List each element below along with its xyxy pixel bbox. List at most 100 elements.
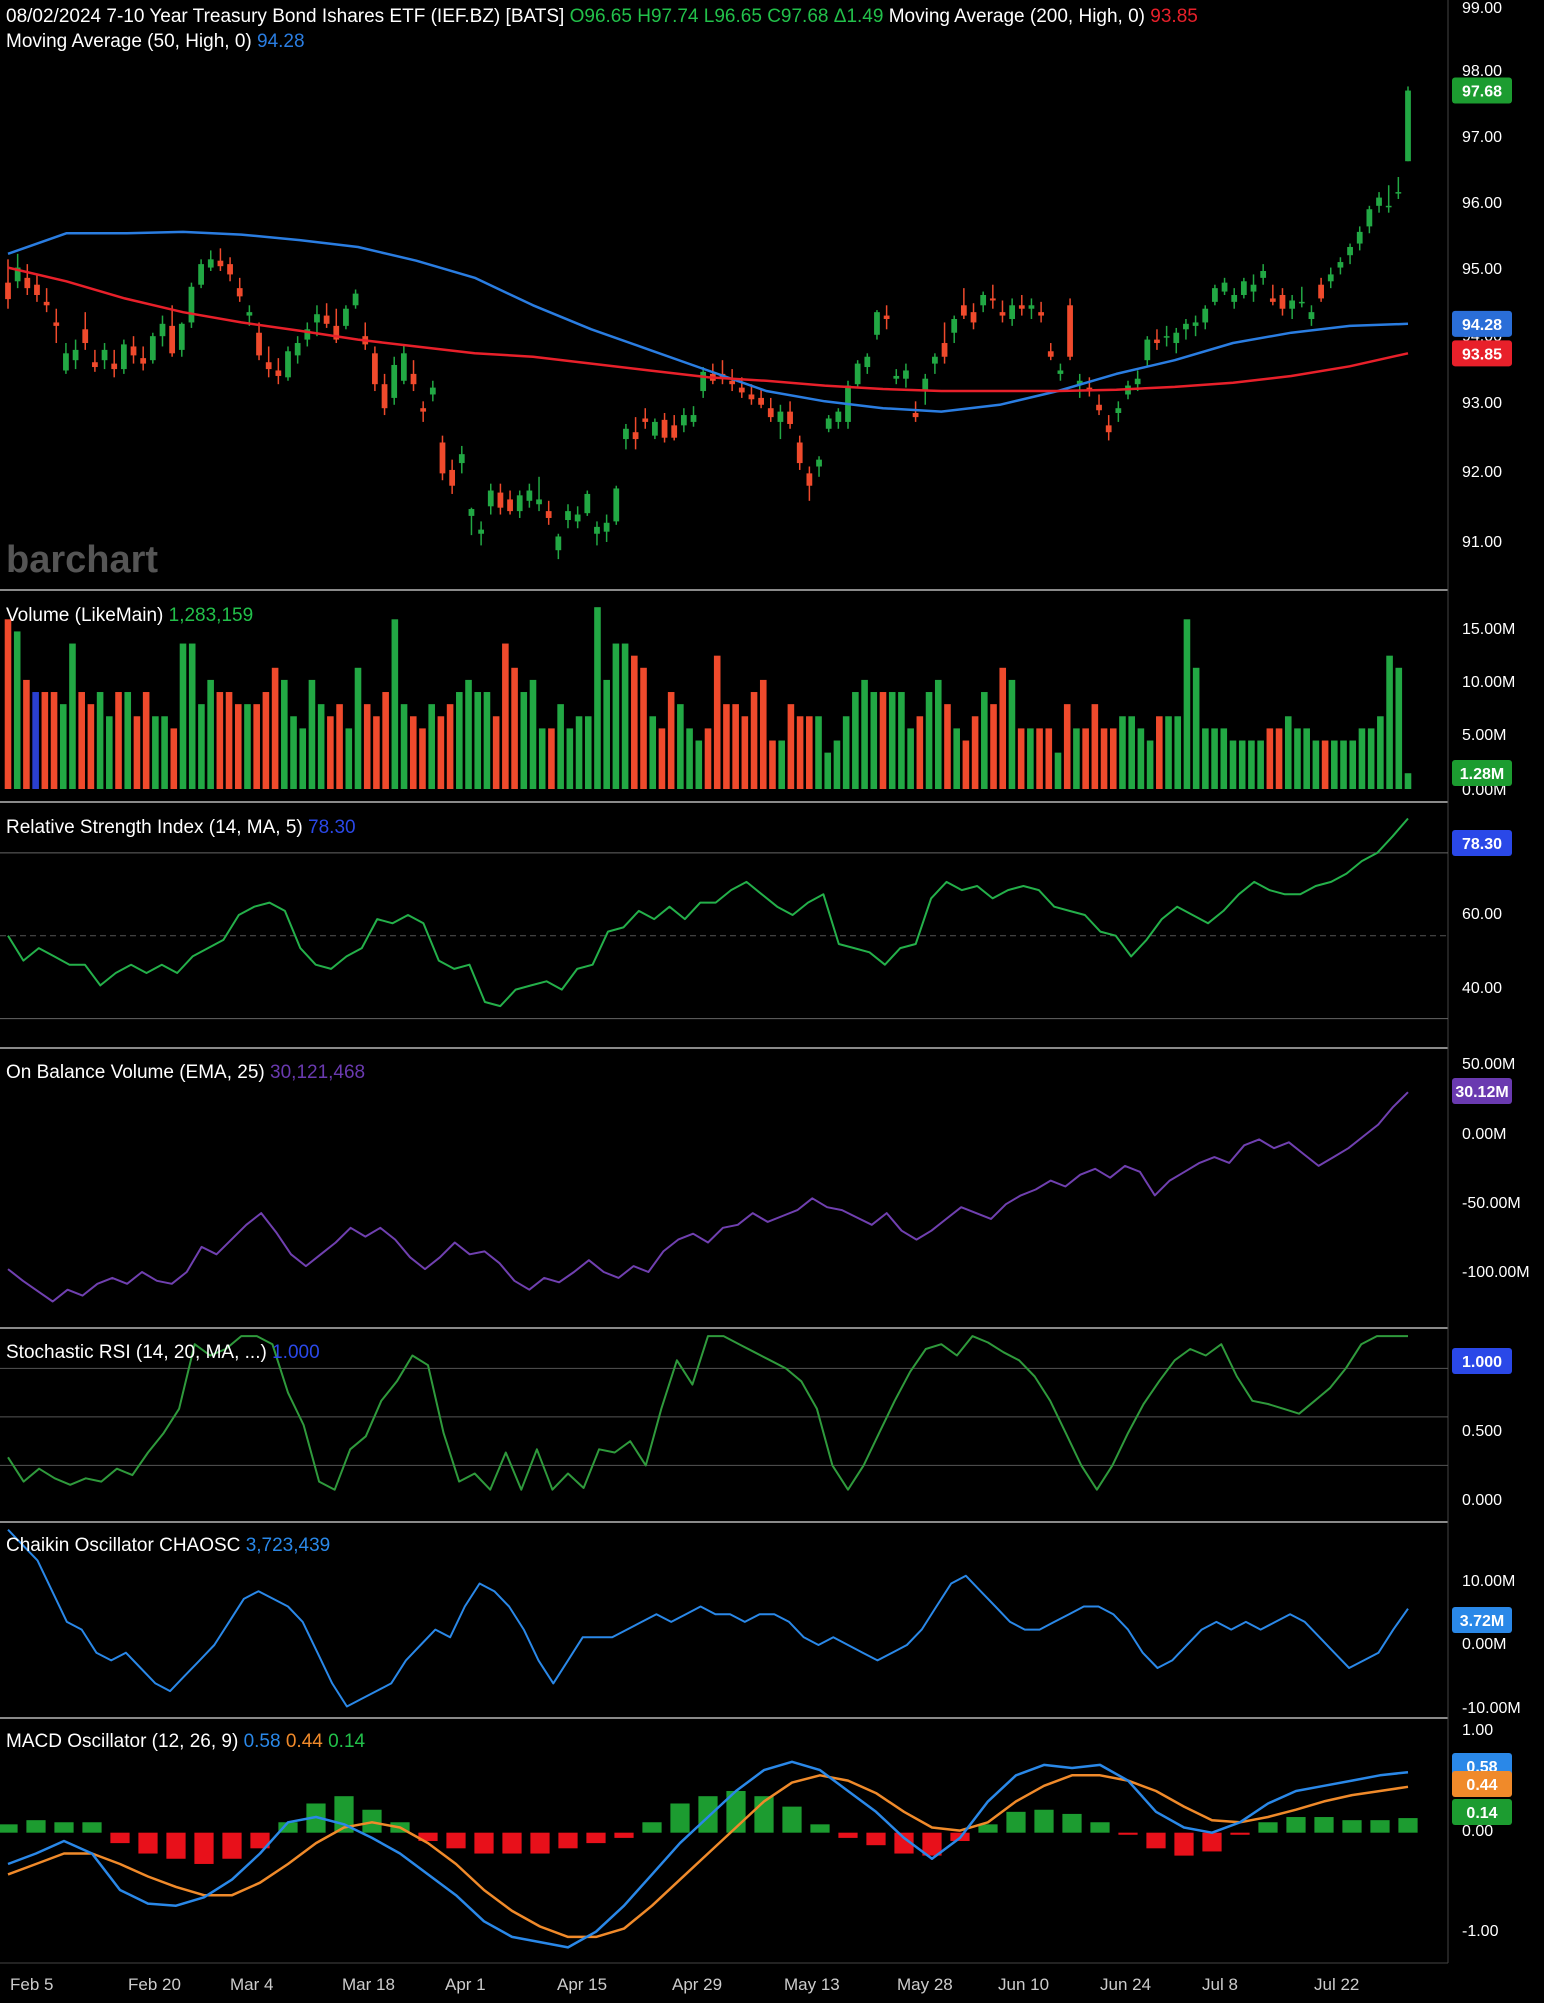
candle-body — [623, 428, 629, 440]
macd-histogram-bar — [838, 1832, 858, 1838]
x-axis-label: Feb 5 — [10, 1975, 53, 1994]
volume-bar — [225, 692, 233, 789]
volume-bar — [1229, 740, 1237, 789]
macd-histogram-bar — [110, 1832, 130, 1844]
volume-bar — [1386, 655, 1393, 789]
volume-bar — [1017, 728, 1025, 789]
volume-bar — [584, 716, 592, 789]
macd-histogram-bar — [502, 1832, 522, 1854]
candle-body — [14, 267, 21, 282]
candle-body — [410, 373, 417, 385]
x-axis-label: Jul 8 — [1202, 1975, 1238, 1994]
volume-bar — [815, 716, 822, 789]
stoch-tick-label: 0.000 — [1462, 1492, 1502, 1509]
candle-body — [1385, 205, 1392, 208]
candle-body — [729, 380, 736, 385]
volume-bar — [824, 752, 832, 789]
volume-bar — [161, 716, 168, 789]
volume-bar — [207, 679, 214, 789]
obv-panel-title: On Balance Volume (EMA, 25) 30,121,468 — [6, 1062, 365, 1083]
volume-bar — [1220, 728, 1228, 789]
volume-bar — [971, 716, 979, 789]
candle-body — [449, 469, 456, 486]
candle-body — [323, 315, 330, 324]
macd-panel-title: MACD Oscillator (12, 26, 9) 0.58 0.44 0.… — [6, 1731, 366, 1752]
candle-body — [642, 418, 649, 422]
volume-bar — [1119, 716, 1126, 789]
volume-bar — [179, 643, 187, 789]
volume-bar — [456, 692, 463, 789]
macd-histogram-bar — [642, 1822, 662, 1833]
macd-histogram-bar — [1230, 1832, 1250, 1835]
macd-histogram-bar — [1034, 1809, 1054, 1833]
volume-bar — [962, 740, 970, 789]
candle-body — [343, 308, 349, 326]
macd-histogram-bar — [26, 1820, 46, 1833]
volume-bar — [842, 716, 850, 789]
chaikin-line — [7, 1529, 1409, 1708]
candle-body — [632, 432, 639, 440]
volume-bar — [1156, 716, 1163, 789]
volume-bar — [1211, 728, 1218, 789]
candle-body — [516, 495, 523, 512]
macd-histogram-bar — [1174, 1832, 1194, 1856]
x-axis-label: May 13 — [784, 1975, 840, 1994]
volume-tick-label: 15.00M — [1462, 621, 1515, 638]
candle-body — [874, 312, 880, 335]
x-axis-label: Jun 24 — [1100, 1975, 1151, 1994]
volume-bar — [492, 716, 500, 789]
candle-body — [246, 312, 253, 316]
volume-bar — [373, 716, 380, 789]
x-axis-label: Apr 1 — [445, 1975, 486, 1994]
volume-bar — [271, 667, 279, 789]
volume-bar — [327, 716, 334, 789]
volume-bar — [557, 704, 564, 789]
volume-bar — [677, 704, 684, 789]
volume-bar — [13, 631, 21, 789]
candle-body — [178, 323, 185, 350]
candle-body — [661, 419, 668, 438]
volume-bar — [115, 692, 122, 789]
volume-bar — [188, 643, 196, 789]
macd-hist-badge-bg — [1452, 1799, 1512, 1825]
macd-histogram-bar — [1342, 1820, 1362, 1833]
candle-body — [545, 511, 552, 518]
macd-histogram-bar — [1062, 1813, 1082, 1833]
volume-bar — [667, 692, 675, 789]
volume-bar — [944, 704, 951, 789]
volume-bar — [640, 667, 647, 789]
candle-body — [1154, 339, 1160, 344]
candle-body — [285, 351, 291, 378]
volume-bar — [879, 692, 887, 789]
candle-body — [1028, 305, 1035, 309]
volume-bar — [170, 728, 178, 789]
ma200-badge-bg — [1452, 340, 1512, 367]
volume-bar — [990, 704, 997, 789]
volume-bar — [281, 679, 288, 789]
candle-body — [1240, 281, 1247, 295]
macd-histogram-bar — [586, 1832, 606, 1844]
candle-body — [536, 499, 542, 505]
volume-bar — [1367, 728, 1375, 789]
volume-bar — [1100, 728, 1108, 789]
volume-bar — [474, 692, 482, 789]
volume-tick-label: 10.00M — [1462, 674, 1515, 691]
volume-bar — [317, 704, 325, 789]
candle-body — [594, 526, 600, 534]
candle-body — [680, 415, 687, 426]
volume-bar — [124, 692, 132, 789]
volume-bar — [1091, 704, 1099, 789]
volume-bar — [852, 692, 859, 789]
candle-body — [507, 499, 513, 512]
volume-bar — [594, 607, 601, 789]
price-tick-label: 99.00 — [1462, 0, 1502, 17]
macd-signal-badge: 0.44 — [1466, 1777, 1497, 1794]
candle-body — [989, 298, 996, 301]
volume-bar — [723, 704, 730, 789]
barchart-watermark: barchart — [6, 539, 158, 581]
volume-bar — [898, 692, 905, 789]
candle-body — [1192, 322, 1199, 326]
volume-bar — [778, 740, 785, 789]
volume-bar — [253, 704, 260, 789]
